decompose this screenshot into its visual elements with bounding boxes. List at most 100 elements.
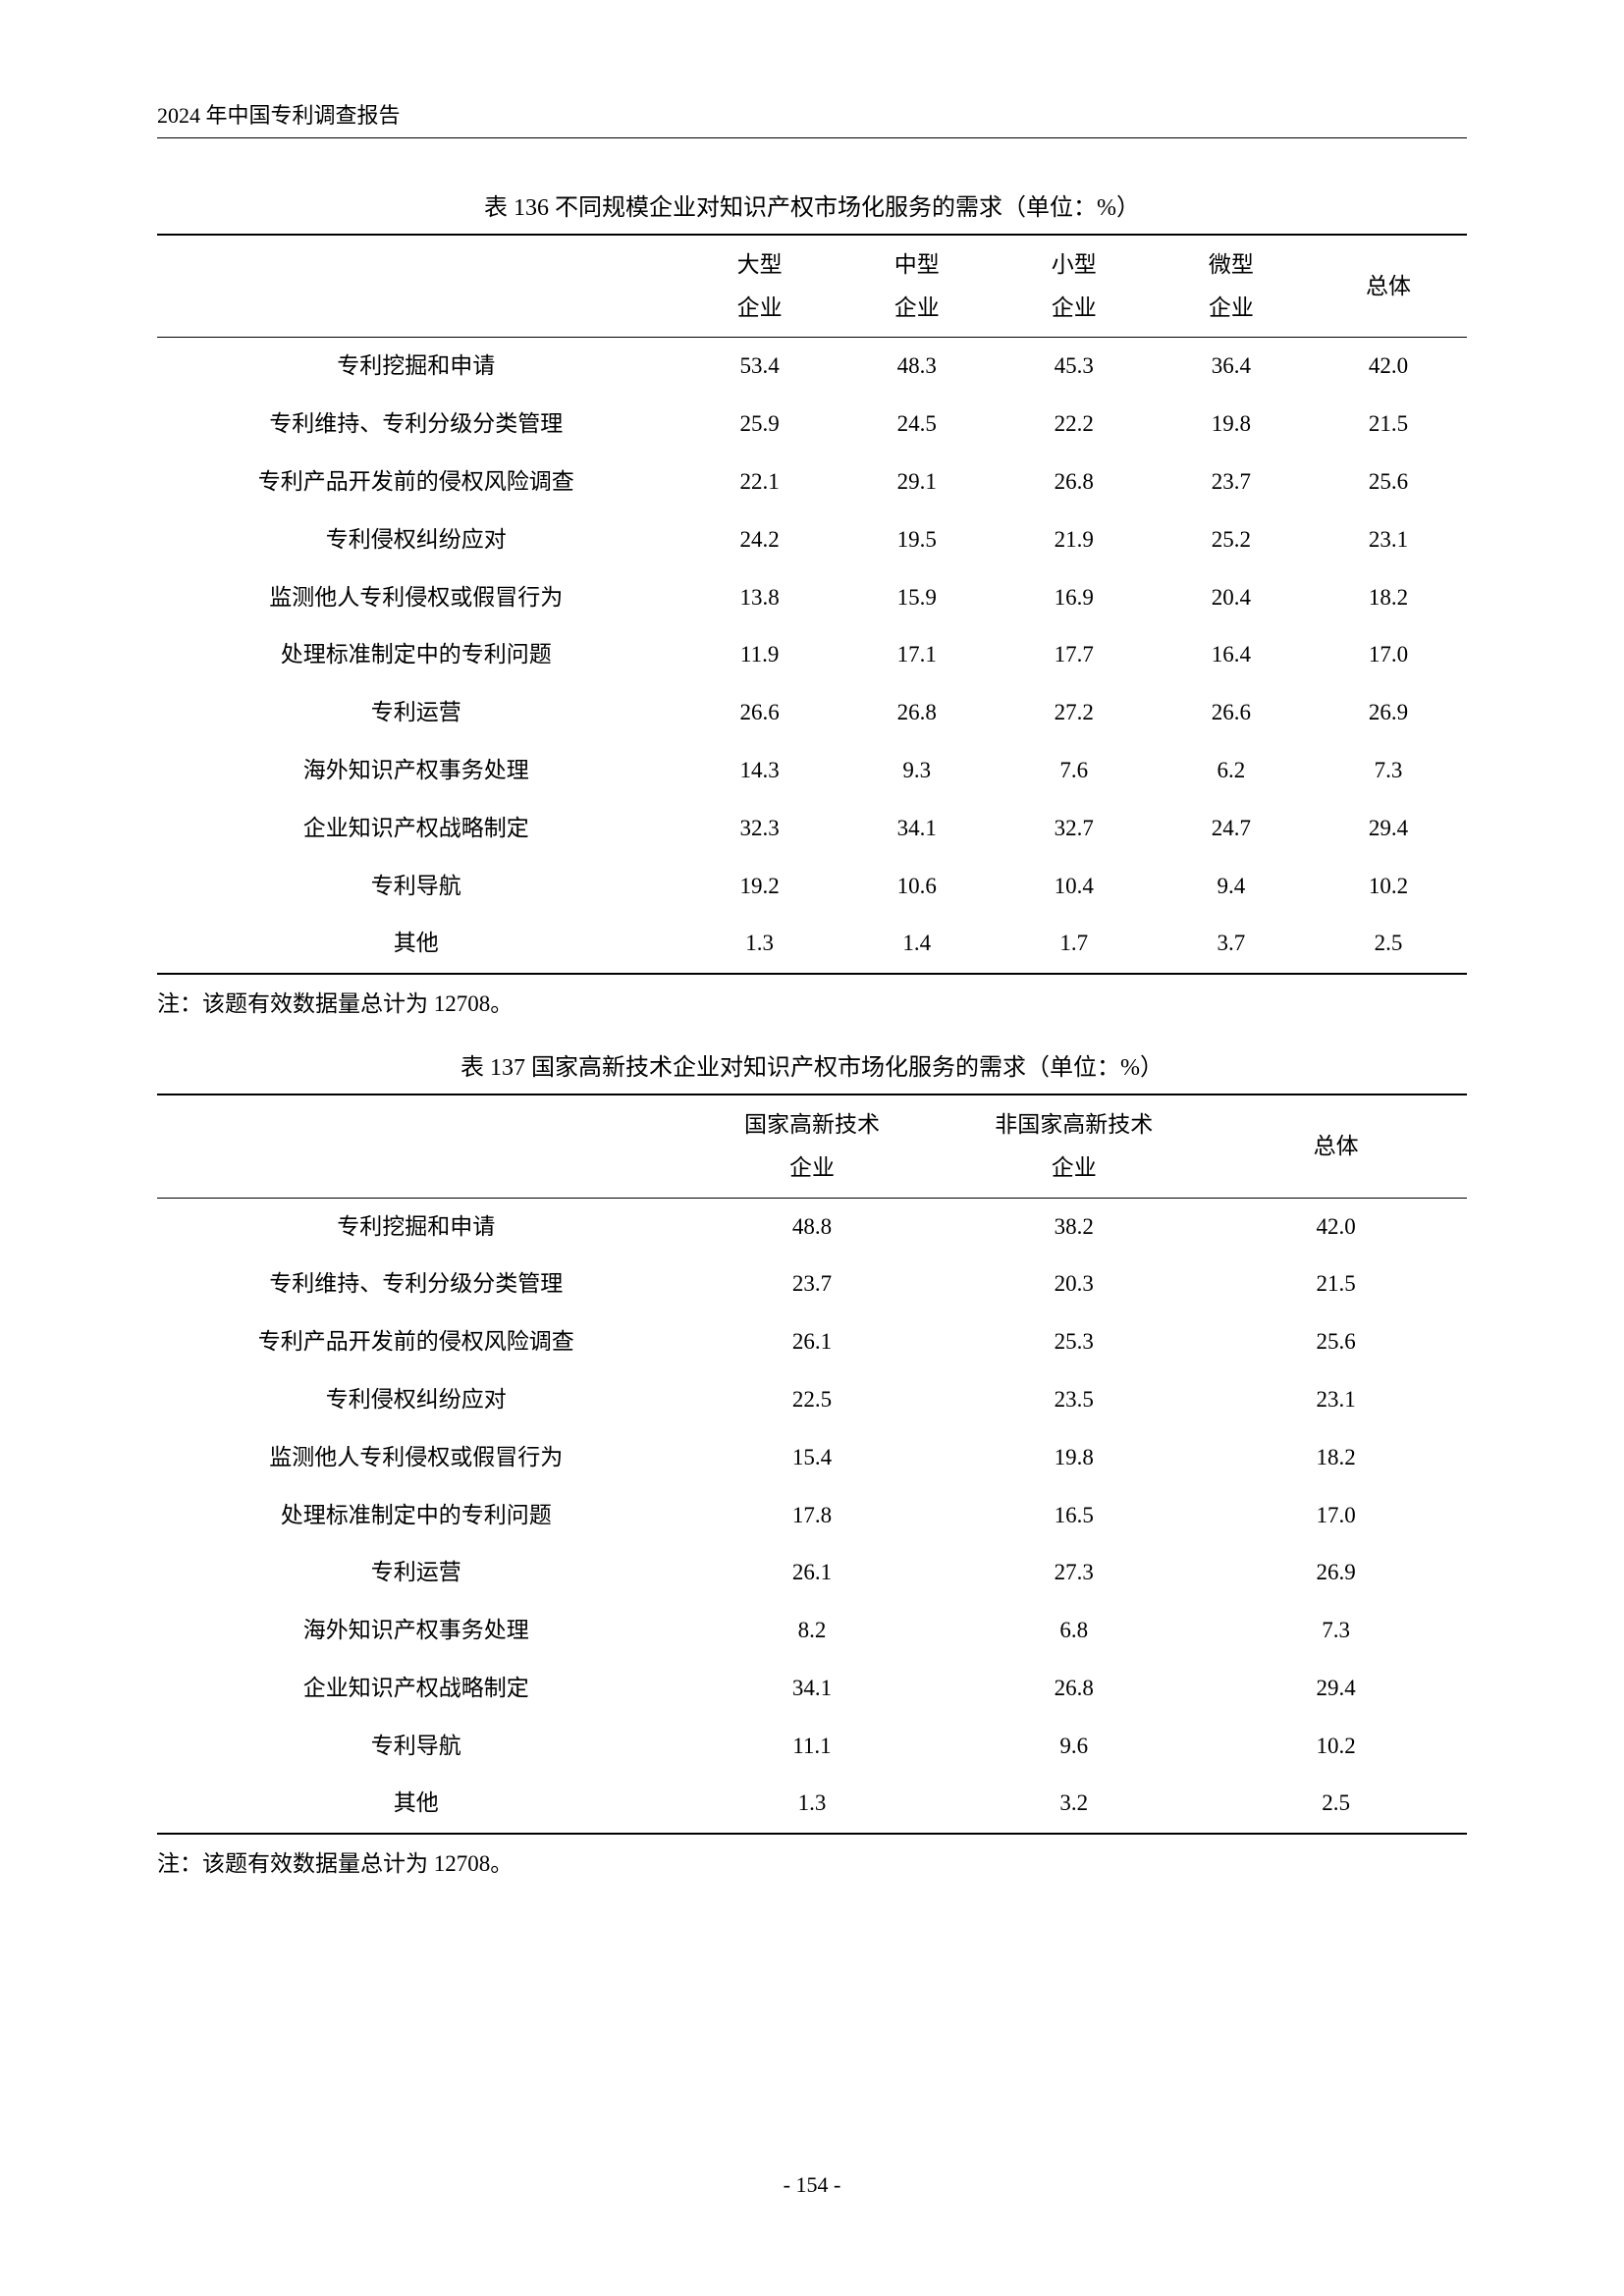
- cell-value: 42.0: [1310, 338, 1467, 396]
- column-header-blank: [157, 1095, 681, 1198]
- cell-value: 53.4: [681, 338, 839, 396]
- cell-value: 10.4: [996, 858, 1153, 916]
- cell-value: 24.2: [681, 511, 839, 569]
- row-label: 监测他人专利侵权或假冒行为: [157, 569, 681, 627]
- cell-value: 17.8: [681, 1487, 944, 1545]
- row-label: 处理标准制定中的专利问题: [157, 1487, 681, 1545]
- cell-value: 8.2: [681, 1602, 944, 1660]
- cell-value: 9.6: [943, 1718, 1205, 1776]
- cell-value: 29.1: [839, 454, 996, 511]
- cell-value: 48.8: [681, 1198, 944, 1255]
- cell-value: 1.3: [681, 915, 839, 974]
- cell-value: 24.7: [1153, 800, 1310, 858]
- table-row: 其他1.33.22.5: [157, 1775, 1467, 1834]
- cell-value: 26.9: [1310, 684, 1467, 742]
- cell-value: 26.8: [943, 1660, 1205, 1718]
- cell-value: 6.2: [1153, 742, 1310, 800]
- row-label: 其他: [157, 1775, 681, 1834]
- cell-value: 25.2: [1153, 511, 1310, 569]
- cell-value: 11.1: [681, 1718, 944, 1776]
- cell-value: 26.1: [681, 1313, 944, 1371]
- page-header: 2024 年中国专利调查报告: [157, 98, 1467, 138]
- table-row: 企业知识产权战略制定32.334.132.724.729.4: [157, 800, 1467, 858]
- cell-value: 14.3: [681, 742, 839, 800]
- cell-value: 21.5: [1310, 396, 1467, 454]
- cell-value: 19.5: [839, 511, 996, 569]
- cell-value: 25.9: [681, 396, 839, 454]
- table-136-note: 注：该题有效数据量总计为 12708。: [157, 985, 1467, 1018]
- row-label: 专利产品开发前的侵权风险调查: [157, 454, 681, 511]
- row-label: 企业知识产权战略制定: [157, 1660, 681, 1718]
- column-header: 大型企业: [681, 235, 839, 338]
- row-label: 专利侵权纠纷应对: [157, 1371, 681, 1429]
- cell-value: 9.3: [839, 742, 996, 800]
- row-label: 专利挖掘和申请: [157, 1198, 681, 1255]
- table-row: 海外知识产权事务处理14.39.37.66.27.3: [157, 742, 1467, 800]
- row-label: 海外知识产权事务处理: [157, 1602, 681, 1660]
- cell-value: 23.1: [1205, 1371, 1467, 1429]
- cell-value: 23.7: [1153, 454, 1310, 511]
- table-row: 专利运营26.626.827.226.626.9: [157, 684, 1467, 742]
- cell-value: 27.2: [996, 684, 1153, 742]
- cell-value: 20.3: [943, 1255, 1205, 1313]
- row-label: 专利产品开发前的侵权风险调查: [157, 1313, 681, 1371]
- table-row: 专利侵权纠纷应对24.219.521.925.223.1: [157, 511, 1467, 569]
- cell-value: 7.3: [1310, 742, 1467, 800]
- row-label: 处理标准制定中的专利问题: [157, 626, 681, 684]
- table-row: 企业知识产权战略制定34.126.829.4: [157, 1660, 1467, 1718]
- column-header: 非国家高新技术企业: [943, 1095, 1205, 1198]
- cell-value: 17.7: [996, 626, 1153, 684]
- column-header-blank: [157, 235, 681, 338]
- cell-value: 19.8: [1153, 396, 1310, 454]
- row-label: 其他: [157, 915, 681, 974]
- cell-value: 26.8: [839, 684, 996, 742]
- row-label: 专利导航: [157, 858, 681, 916]
- cell-value: 21.9: [996, 511, 1153, 569]
- table-137: 国家高新技术企业非国家高新技术企业总体 专利挖掘和申请48.838.242.0专…: [157, 1094, 1467, 1835]
- cell-value: 27.3: [943, 1544, 1205, 1602]
- cell-value: 45.3: [996, 338, 1153, 396]
- table-137-note: 注：该题有效数据量总计为 12708。: [157, 1844, 1467, 1878]
- cell-value: 1.4: [839, 915, 996, 974]
- cell-value: 32.7: [996, 800, 1153, 858]
- cell-value: 16.5: [943, 1487, 1205, 1545]
- row-label: 专利运营: [157, 1544, 681, 1602]
- cell-value: 23.1: [1310, 511, 1467, 569]
- table-row: 专利产品开发前的侵权风险调查22.129.126.823.725.6: [157, 454, 1467, 511]
- table-row: 专利运营26.127.326.9: [157, 1544, 1467, 1602]
- table-row: 海外知识产权事务处理8.26.87.3: [157, 1602, 1467, 1660]
- row-label: 专利维持、专利分级分类管理: [157, 1255, 681, 1313]
- cell-value: 26.6: [681, 684, 839, 742]
- table-row: 专利产品开发前的侵权风险调查26.125.325.6: [157, 1313, 1467, 1371]
- cell-value: 29.4: [1205, 1660, 1467, 1718]
- cell-value: 34.1: [681, 1660, 944, 1718]
- cell-value: 6.8: [943, 1602, 1205, 1660]
- cell-value: 9.4: [1153, 858, 1310, 916]
- cell-value: 22.5: [681, 1371, 944, 1429]
- row-label: 专利运营: [157, 684, 681, 742]
- cell-value: 22.2: [996, 396, 1153, 454]
- cell-value: 18.2: [1205, 1429, 1467, 1487]
- column-header: 总体: [1205, 1095, 1467, 1198]
- cell-value: 17.0: [1205, 1487, 1467, 1545]
- table-row: 专利导航19.210.610.49.410.2: [157, 858, 1467, 916]
- table-136: 大型企业中型企业小型企业微型企业总体 专利挖掘和申请53.448.345.336…: [157, 234, 1467, 975]
- row-label: 海外知识产权事务处理: [157, 742, 681, 800]
- row-label: 监测他人专利侵权或假冒行为: [157, 1429, 681, 1487]
- cell-value: 23.5: [943, 1371, 1205, 1429]
- cell-value: 42.0: [1205, 1198, 1467, 1255]
- cell-value: 36.4: [1153, 338, 1310, 396]
- column-header: 总体: [1310, 235, 1467, 338]
- cell-value: 17.1: [839, 626, 996, 684]
- table-row: 监测他人专利侵权或假冒行为15.419.818.2: [157, 1429, 1467, 1487]
- cell-value: 25.6: [1205, 1313, 1467, 1371]
- cell-value: 34.1: [839, 800, 996, 858]
- cell-value: 13.8: [681, 569, 839, 627]
- column-header: 微型企业: [1153, 235, 1310, 338]
- table-row: 专利导航11.19.610.2: [157, 1718, 1467, 1776]
- cell-value: 38.2: [943, 1198, 1205, 1255]
- table-136-title: 表 136 不同规模企业对知识产权市场化服务的需求（单位：%）: [157, 187, 1467, 222]
- cell-value: 26.6: [1153, 684, 1310, 742]
- row-label: 专利挖掘和申请: [157, 338, 681, 396]
- cell-value: 15.9: [839, 569, 996, 627]
